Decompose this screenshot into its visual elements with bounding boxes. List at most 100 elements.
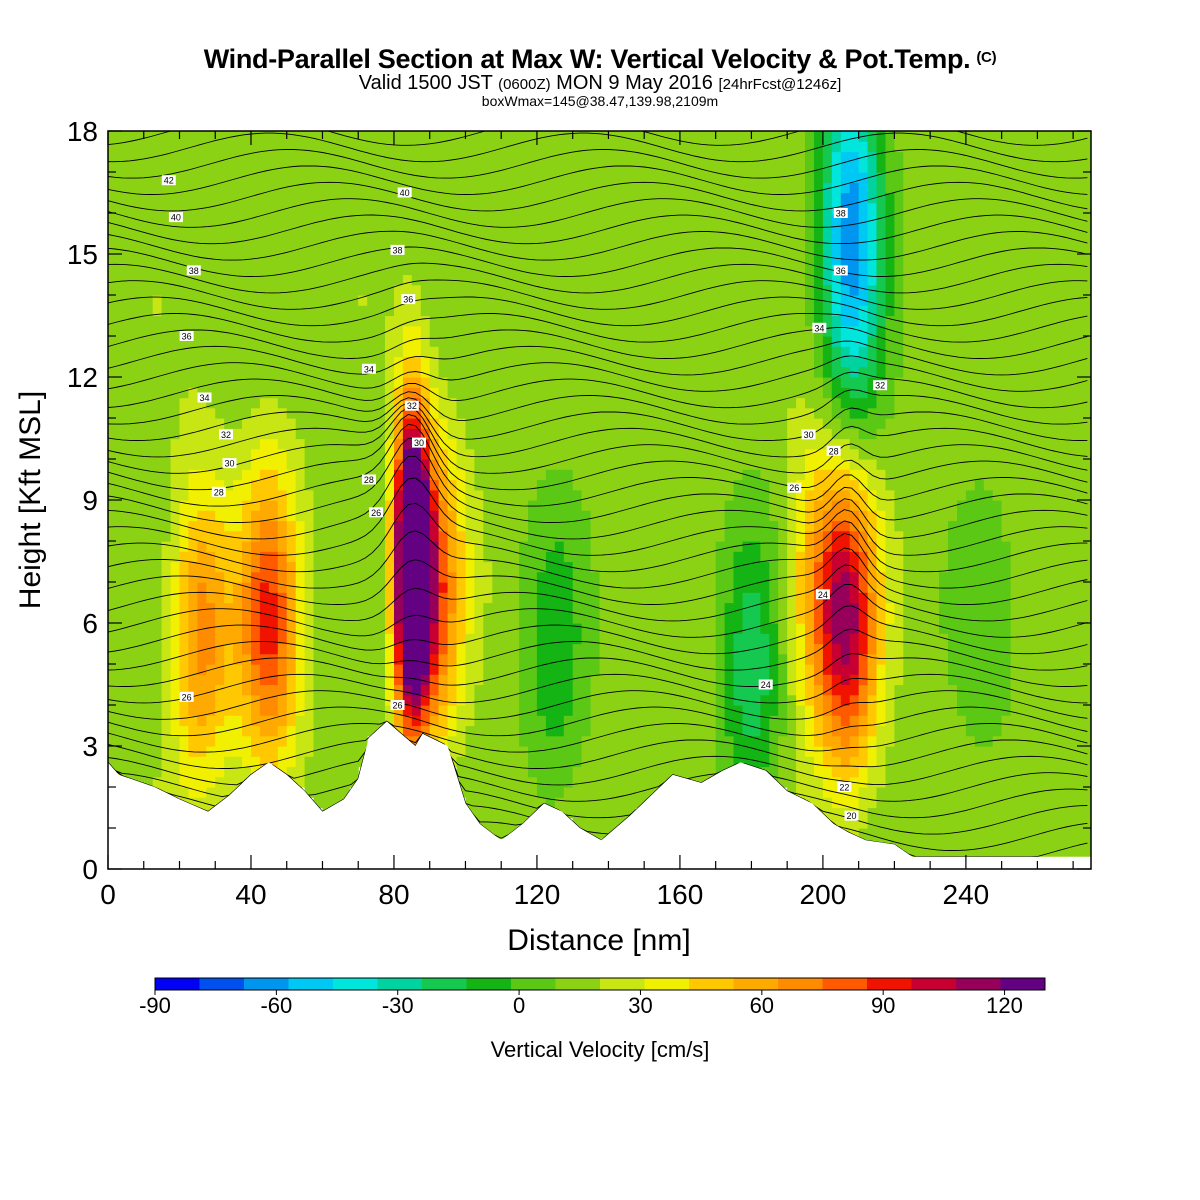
theta-label: 26 bbox=[789, 483, 799, 493]
theta-label-bg bbox=[361, 363, 376, 374]
theta-label: 24 bbox=[818, 590, 828, 600]
colorbar-tick-label: 30 bbox=[628, 993, 652, 1018]
x-tick-label: 0 bbox=[100, 879, 116, 910]
theta-contour bbox=[108, 407, 1088, 474]
theta-contour bbox=[108, 530, 1088, 589]
theta-contour bbox=[108, 653, 1088, 687]
colorbar-tick-label: 120 bbox=[986, 993, 1023, 1018]
theta-label: 30 bbox=[225, 459, 235, 469]
colorbar-swatch bbox=[911, 978, 957, 990]
theta-label-bg bbox=[758, 679, 773, 690]
utc-time: (0600Z) bbox=[498, 76, 551, 93]
x-axis-label: Distance [nm] bbox=[507, 924, 690, 957]
valid-prefix: Valid 1500 JST bbox=[358, 72, 493, 94]
theta-contour bbox=[108, 312, 1088, 343]
colorbar-swatch bbox=[555, 978, 601, 990]
theta-label-bg bbox=[837, 782, 852, 792]
y-tick-label: 18 bbox=[67, 116, 98, 147]
colorbar-swatch bbox=[867, 978, 912, 990]
theta-label-bg bbox=[826, 445, 841, 456]
colorbar-swatch bbox=[155, 978, 200, 990]
colorbar: -90 -60 -30 0 30 60 90 120 bbox=[139, 977, 1046, 1018]
theta-contour bbox=[108, 279, 1088, 310]
x-tick-label: 160 bbox=[657, 879, 704, 910]
theta-label-bg bbox=[411, 437, 426, 448]
theta-label: 22 bbox=[839, 783, 849, 793]
theta-label-bg bbox=[844, 810, 859, 821]
theta-label: 32 bbox=[407, 401, 417, 411]
colorbar-swatch bbox=[1000, 978, 1046, 990]
plot-area: 42 40 38 36 34 32 30 28 26 26 40 38 36 34 32 30 28 26 36 38… bbox=[108, 100, 1091, 869]
theta-label: 34 bbox=[364, 364, 374, 374]
colorbar-tick-label: -60 bbox=[260, 993, 292, 1018]
theta-contour bbox=[108, 673, 1088, 704]
theta-label: 36 bbox=[836, 266, 846, 276]
y-tick-label: 3 bbox=[82, 731, 98, 762]
theta-label-bg bbox=[873, 380, 888, 391]
theta-label: 32 bbox=[221, 430, 231, 440]
colorbar-tick-label: 60 bbox=[750, 993, 774, 1018]
theta-contour bbox=[108, 355, 1088, 392]
box-info: boxWmax=145@38.47,139.98,2109m bbox=[481, 93, 719, 109]
theta-label: 26 bbox=[371, 508, 381, 518]
theta-label-bg bbox=[222, 458, 237, 469]
theta-label-bg bbox=[815, 589, 830, 600]
theta-contour bbox=[108, 230, 1088, 261]
theta-label-bg bbox=[397, 187, 412, 198]
theta-label-bg bbox=[369, 507, 384, 518]
theta-label-bg bbox=[197, 392, 212, 403]
theta-contour bbox=[108, 720, 1088, 753]
theta-contour bbox=[108, 502, 1088, 573]
y-tick-label: 12 bbox=[67, 362, 98, 393]
colorbar-label: Vertical Velocity [cm/s] bbox=[491, 1037, 710, 1062]
theta-contour bbox=[108, 181, 1088, 212]
theta-contour bbox=[108, 397, 1088, 441]
colorbar-frame bbox=[154, 977, 1046, 991]
theta-contour bbox=[108, 371, 1088, 409]
y-tick-label: 15 bbox=[67, 239, 98, 270]
colorbar-tick-label: 0 bbox=[513, 993, 525, 1018]
theta-contour bbox=[108, 100, 1087, 129]
colorbar-tick-label: -90 bbox=[139, 993, 171, 1018]
theta-label-bg bbox=[179, 331, 194, 341]
theta-label-bg bbox=[218, 429, 233, 440]
theta-contour bbox=[108, 477, 1088, 556]
theta-label: 38 bbox=[836, 209, 846, 219]
y-tick-label: 6 bbox=[82, 608, 98, 639]
colorbar-swatch bbox=[244, 978, 289, 990]
theta-label: 36 bbox=[182, 332, 192, 342]
theta-label-bg bbox=[404, 400, 419, 411]
colorbar-tick-label: 90 bbox=[871, 993, 895, 1018]
theta-label-bg bbox=[401, 294, 416, 305]
forecast-info: [24hrFcst@1246z] bbox=[718, 76, 842, 93]
colorbar-swatch bbox=[422, 978, 467, 990]
theta-contour bbox=[108, 584, 1088, 638]
colorbar-swatch bbox=[288, 978, 334, 990]
colorbar-tick-label: -30 bbox=[382, 993, 414, 1018]
theta-label-bg bbox=[161, 175, 176, 186]
theta-contour bbox=[108, 605, 1088, 655]
theta-contour bbox=[108, 198, 1088, 228]
colorbar-swatch bbox=[466, 978, 512, 990]
y-axis-label: Height [Kft MSL] bbox=[14, 391, 47, 609]
theta-contour bbox=[108, 389, 1088, 425]
x-tick-label: 200 bbox=[800, 879, 847, 910]
theta-label: 28 bbox=[364, 475, 374, 485]
terrain bbox=[108, 721, 1091, 869]
theta-label-bg bbox=[833, 208, 848, 218]
chart-subtitle: Valid 1500 JST (0600Z) MON 9 May 2016 [2… bbox=[0, 72, 1200, 95]
theta-label-bg bbox=[361, 474, 376, 485]
theta-label: 28 bbox=[214, 487, 224, 497]
x-tick-label: 40 bbox=[235, 879, 266, 910]
theta-label: 28 bbox=[829, 446, 839, 456]
colorbar-swatch bbox=[600, 978, 645, 990]
colorbar-swatch bbox=[199, 978, 245, 990]
colorbar-swatch bbox=[511, 978, 556, 990]
theta-label: 36 bbox=[403, 295, 413, 305]
theta-contour bbox=[108, 296, 1088, 327]
theta-label: 40 bbox=[171, 213, 181, 223]
theta-label: 24 bbox=[761, 680, 771, 690]
colorbar-swatch bbox=[822, 978, 868, 990]
x-tick-label: 120 bbox=[514, 879, 561, 910]
